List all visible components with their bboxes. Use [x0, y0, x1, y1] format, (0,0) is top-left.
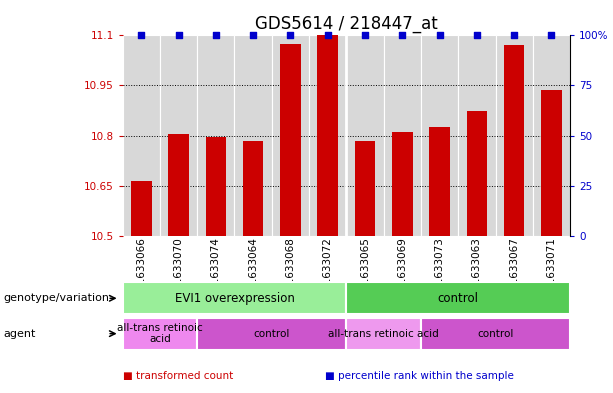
Bar	[355, 141, 375, 236]
Bar	[309, 35, 346, 236]
Bar	[466, 110, 487, 236]
Bar	[429, 127, 450, 236]
Bar	[205, 137, 226, 236]
Point	[435, 32, 444, 39]
Bar	[234, 35, 272, 236]
Bar	[421, 35, 458, 236]
Point	[136, 32, 146, 39]
Point	[509, 32, 519, 39]
Bar	[495, 35, 533, 236]
Text: control: control	[478, 329, 514, 339]
Bar	[131, 181, 151, 236]
Bar	[123, 35, 160, 236]
Bar	[384, 35, 421, 236]
Title: GDS5614 / 218447_at: GDS5614 / 218447_at	[255, 15, 438, 33]
Bar	[160, 35, 197, 236]
Point	[173, 32, 183, 39]
Point	[211, 32, 221, 39]
Text: control: control	[254, 329, 290, 339]
Bar	[541, 90, 562, 236]
Text: ■ transformed count: ■ transformed count	[123, 371, 233, 381]
Point	[248, 32, 258, 39]
Point	[472, 32, 482, 39]
Text: all-trans retinoic acid: all-trans retinoic acid	[328, 329, 439, 339]
Point	[397, 32, 407, 39]
Text: genotype/variation: genotype/variation	[3, 293, 109, 303]
Bar	[346, 318, 421, 350]
Bar	[243, 141, 264, 236]
Text: all-trans retinoic
acid: all-trans retinoic acid	[117, 323, 203, 344]
Bar	[318, 35, 338, 236]
Bar	[169, 134, 189, 236]
Bar	[280, 44, 300, 236]
Bar	[272, 35, 309, 236]
Bar	[197, 318, 346, 350]
Bar	[123, 318, 197, 350]
Bar	[123, 282, 346, 314]
Point	[323, 32, 333, 39]
Bar	[346, 35, 384, 236]
Bar	[504, 46, 524, 236]
Point	[360, 32, 370, 39]
Text: control: control	[438, 292, 479, 305]
Bar	[346, 282, 570, 314]
Point	[286, 32, 295, 39]
Text: EVI1 overexpression: EVI1 overexpression	[175, 292, 294, 305]
Bar	[197, 35, 234, 236]
Text: agent: agent	[3, 329, 36, 339]
Bar	[421, 318, 570, 350]
Point	[547, 32, 557, 39]
Bar	[392, 132, 413, 236]
Bar	[533, 35, 570, 236]
Text: ■ percentile rank within the sample: ■ percentile rank within the sample	[325, 371, 514, 381]
Bar	[458, 35, 495, 236]
